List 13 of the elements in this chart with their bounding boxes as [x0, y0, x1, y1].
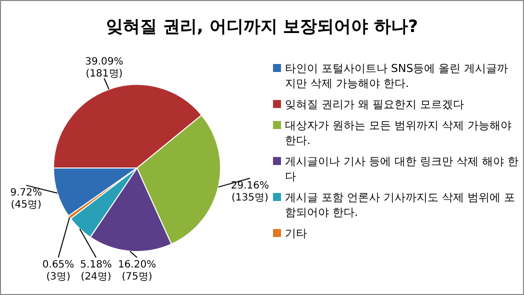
- data-label: 39.09% (181명): [85, 56, 124, 80]
- chart-title: 잊혀질 권리, 어디까지 보장되어야 하나?: [105, 16, 419, 38]
- legend-label: 타인이 포털사이트나 SNS등에 올린 게시글까지만 삭제 가능해야 한다.: [285, 61, 510, 91]
- legend-label: 기타: [285, 226, 307, 241]
- data-label: 16.20% (75명): [118, 260, 156, 282]
- data-label: 5.18% (24명): [80, 260, 112, 282]
- legend-label: 게시글 포함 언론사 기사까지도 삭제 범위에 포함되어야 한다.: [285, 190, 516, 220]
- legend-label: 대상자가 원하는 모든 범위까지 삭제 가능해야 한다.: [285, 118, 512, 148]
- data-label: 0.65% (3명): [42, 260, 74, 282]
- data-label: 29.16% (135명): [230, 180, 270, 204]
- legend-label: 잊혀질 권리가 왜 필요한지 모르겠다: [285, 97, 464, 112]
- legend-label: 게시글이나 기사 등에 대한 링크만 삭제 해야 한다: [285, 154, 519, 184]
- data-label: 9.72% (45명): [10, 187, 42, 210]
